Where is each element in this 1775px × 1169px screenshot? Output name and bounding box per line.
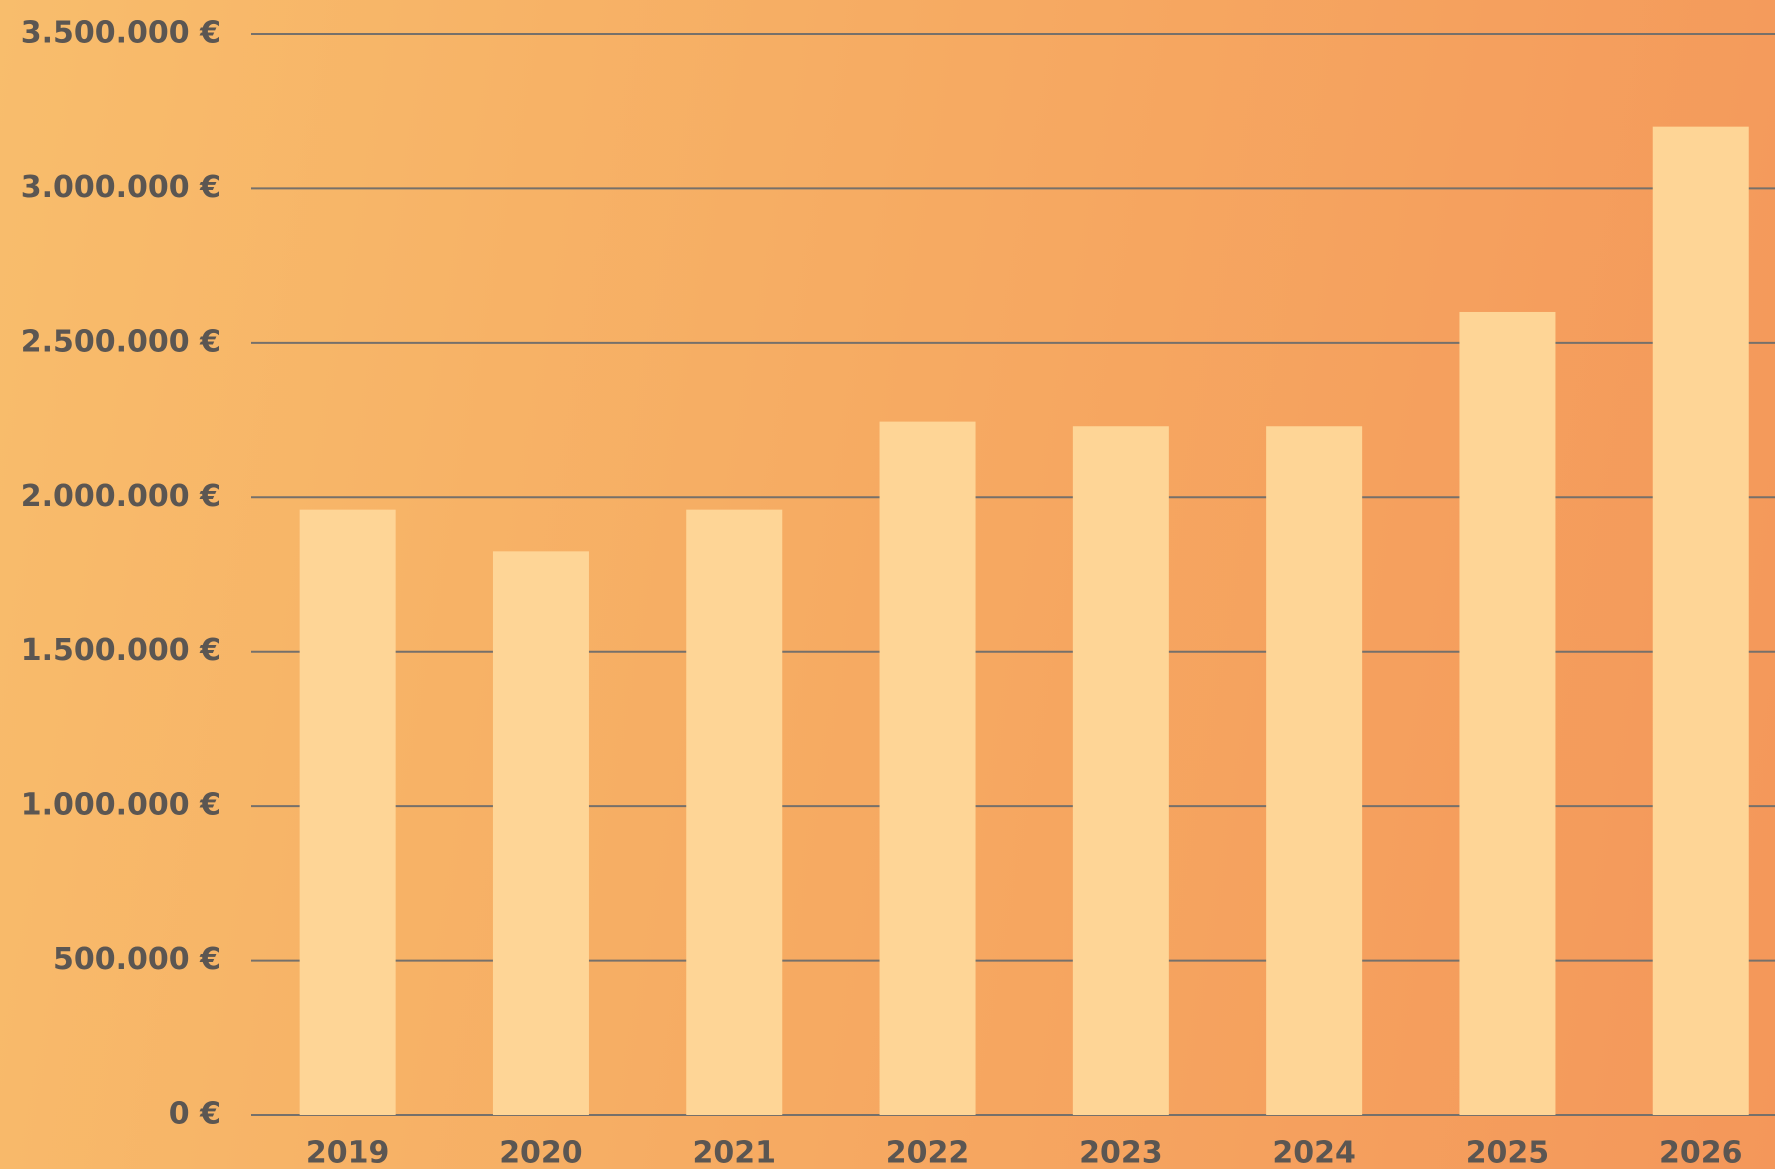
x-tick-label: 2019 [306,1136,390,1169]
y-tick-label: 2.000.000 € [21,479,221,514]
bar [686,510,782,1115]
bar [880,422,976,1115]
page: {"chart_data": {"type": "bar", "categori… [0,0,1775,1169]
bar [1459,312,1555,1115]
y-tick-label: 0 € [169,1097,221,1132]
x-tick-label: 2021 [693,1136,777,1169]
x-tick-label: 2026 [1659,1136,1743,1169]
y-tick-label: 2.500.000 € [21,324,221,359]
bar [1653,127,1749,1115]
x-tick-label: 2025 [1466,1136,1550,1169]
y-tick-label: 1.000.000 € [21,788,221,823]
x-tick-label: 2023 [1079,1136,1163,1169]
bar [300,510,396,1115]
y-tick-label: 3.000.000 € [21,170,221,205]
bar [1073,426,1169,1115]
chart: 0 € 500.000 € 1.000.000 € 1.500.000 € 2.000.… [0,0,1775,1169]
y-tick-label: 500.000 € [53,942,221,977]
y-tick-label: 3.500.000 € [21,16,221,51]
bar [493,551,589,1115]
x-tick-label: 2020 [499,1136,583,1169]
y-tick-label: 1.500.000 € [21,633,221,668]
x-tick-label: 2024 [1272,1136,1356,1169]
x-tick-label: 2022 [886,1136,970,1169]
bar [1266,426,1362,1115]
